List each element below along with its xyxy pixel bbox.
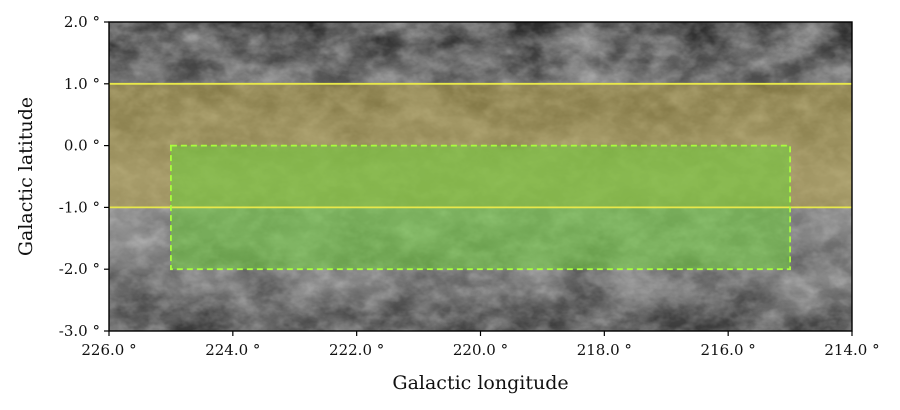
y-tick-label: 0.0 ° xyxy=(64,137,100,155)
x-axis-ticks: 226.0 ° 224.0 ° 222.0 ° 220.0 ° 218.0 ° 216.0… xyxy=(81,331,880,359)
x-tick-label: 218.0 ° xyxy=(577,341,632,359)
y-tick-label: -1.0 ° xyxy=(59,198,100,216)
y-axis-ticks: 2.0 ° 1.0 ° 0.0 ° -1.0 ° -2.0 ° -3.0 ° xyxy=(59,13,109,340)
x-axis-title: Galactic longitude xyxy=(392,372,568,394)
x-tick-label: 216.0 ° xyxy=(701,341,756,359)
x-tick-label: 222.0 ° xyxy=(329,341,384,359)
x-tick-label: 224.0 ° xyxy=(205,341,260,359)
y-axis-title: Galactic latitude xyxy=(15,97,37,256)
y-tick-label: 1.0 ° xyxy=(64,75,100,93)
green-region-outline xyxy=(170,144,791,271)
y-tick-label: -2.0 ° xyxy=(59,260,100,278)
x-tick-label: 220.0 ° xyxy=(453,341,508,359)
y-tick-label: -3.0 ° xyxy=(59,322,100,340)
y-tick-label: 2.0 ° xyxy=(64,13,100,31)
x-tick-label: 214.0 ° xyxy=(824,341,879,359)
x-tick-label: 226.0 ° xyxy=(81,341,136,359)
plot-area xyxy=(109,22,852,331)
